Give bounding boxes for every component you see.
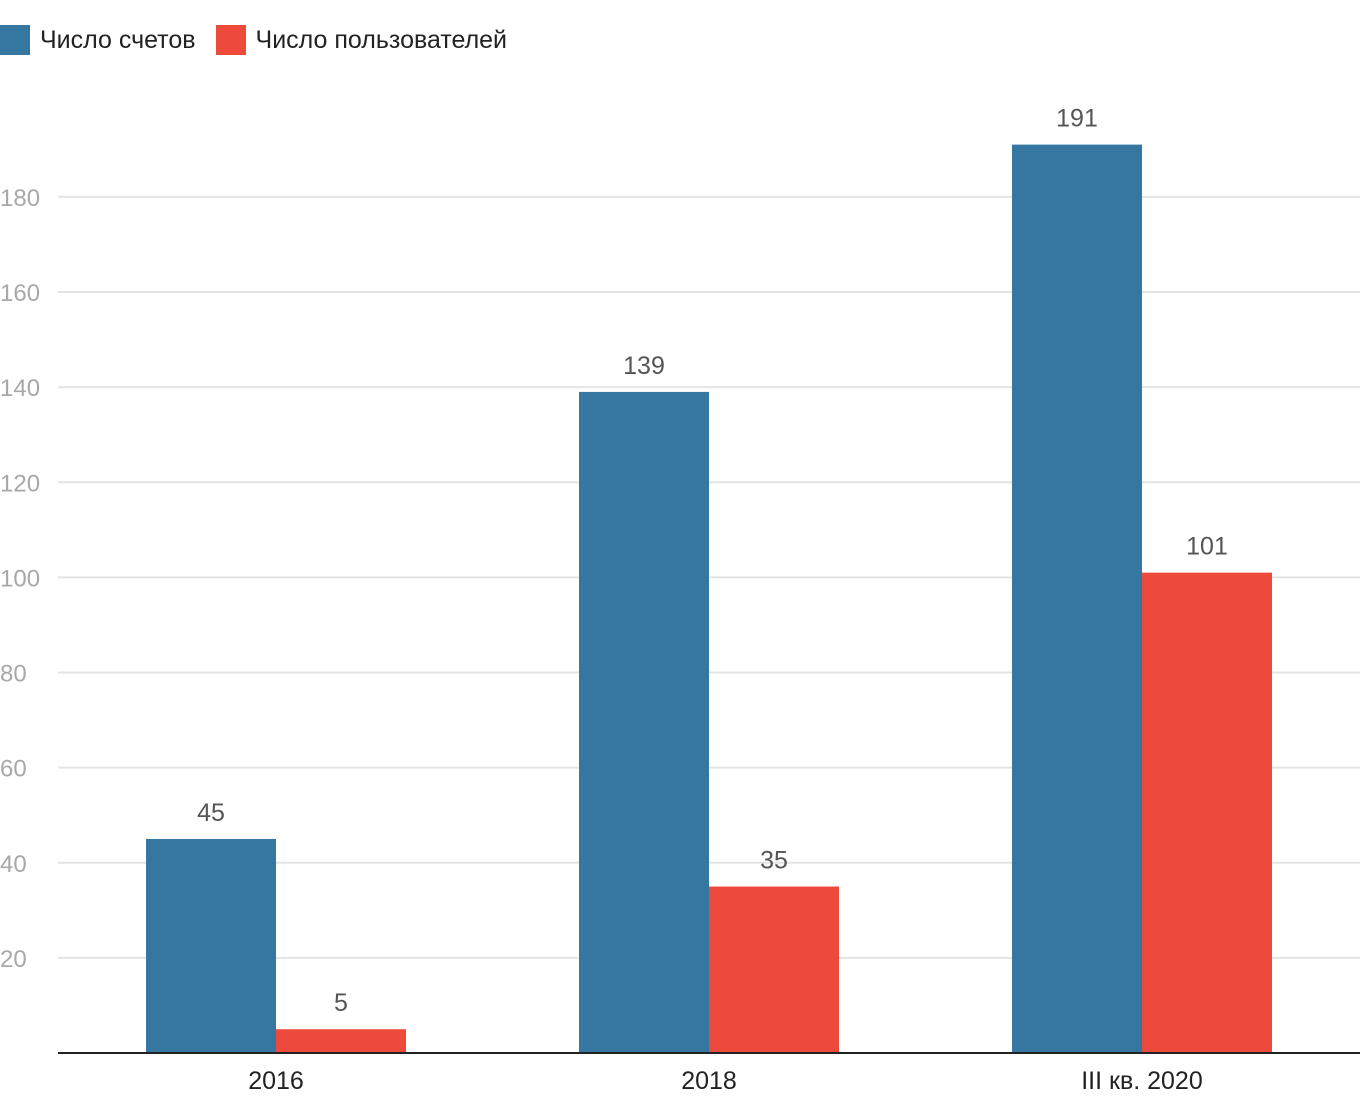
y-tick-label: 20 (0, 946, 27, 973)
bar (709, 886, 839, 1053)
x-tick-label: III кв. 2020 (1081, 1067, 1203, 1095)
y-tick-label: 100 (0, 565, 40, 592)
data-label: 139 (623, 352, 665, 380)
legend-label-accounts: Число счетов (40, 25, 196, 54)
y-tick-label: 120 (0, 470, 40, 497)
y-tick-label: 160 (0, 280, 40, 307)
data-label: 45 (197, 799, 225, 827)
y-tick-label: 140 (0, 375, 40, 402)
y-tick-label: 180 (0, 185, 40, 212)
bar (146, 838, 276, 1053)
legend-swatch-accounts (0, 25, 30, 55)
y-tick-label: 40 (0, 851, 27, 878)
data-label: 35 (760, 847, 788, 875)
bar (579, 391, 709, 1053)
legend-swatch-users (215, 25, 246, 55)
bar (1142, 572, 1272, 1053)
y-tick-label: 60 (0, 756, 27, 783)
chart-legend: Число счетов Число пользователей (0, 22, 527, 58)
y-tick-label: 80 (0, 661, 27, 688)
data-label: 101 (1186, 533, 1228, 561)
x-tick-label: 2016 (248, 1067, 304, 1095)
bar (1012, 144, 1142, 1053)
legend-item-users: Число пользователей (215, 25, 508, 55)
x-tick-label: 2018 (681, 1067, 737, 1095)
legend-label-users: Число пользователей (255, 25, 508, 54)
data-label: 5 (334, 989, 348, 1017)
data-label: 191 (1056, 105, 1098, 133)
legend-item-accounts: Число счетов (0, 25, 196, 55)
bar (276, 1029, 406, 1053)
